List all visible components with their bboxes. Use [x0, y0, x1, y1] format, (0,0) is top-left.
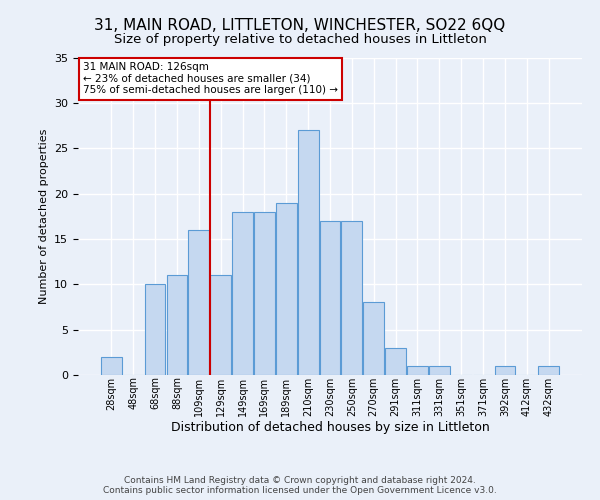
Bar [385, 348, 406, 375]
Bar [145, 284, 166, 375]
Bar [276, 202, 296, 375]
Text: 31 MAIN ROAD: 126sqm
← 23% of detached houses are smaller (34)
75% of semi-detac: 31 MAIN ROAD: 126sqm ← 23% of detached h… [83, 62, 338, 96]
Bar [232, 212, 253, 375]
Bar [429, 366, 450, 375]
Bar [407, 366, 428, 375]
Bar [298, 130, 319, 375]
Bar [538, 366, 559, 375]
Text: 31, MAIN ROAD, LITTLETON, WINCHESTER, SO22 6QQ: 31, MAIN ROAD, LITTLETON, WINCHESTER, SO… [94, 18, 506, 32]
Text: Size of property relative to detached houses in Littleton: Size of property relative to detached ho… [113, 32, 487, 46]
Bar [341, 221, 362, 375]
Bar [101, 357, 122, 375]
Bar [364, 302, 384, 375]
Bar [167, 275, 187, 375]
X-axis label: Distribution of detached houses by size in Littleton: Distribution of detached houses by size … [170, 422, 490, 434]
Bar [210, 275, 231, 375]
Bar [188, 230, 209, 375]
Bar [494, 366, 515, 375]
Bar [254, 212, 275, 375]
Bar [320, 221, 340, 375]
Y-axis label: Number of detached properties: Number of detached properties [38, 128, 49, 304]
Text: Contains HM Land Registry data © Crown copyright and database right 2024.
Contai: Contains HM Land Registry data © Crown c… [103, 476, 497, 495]
